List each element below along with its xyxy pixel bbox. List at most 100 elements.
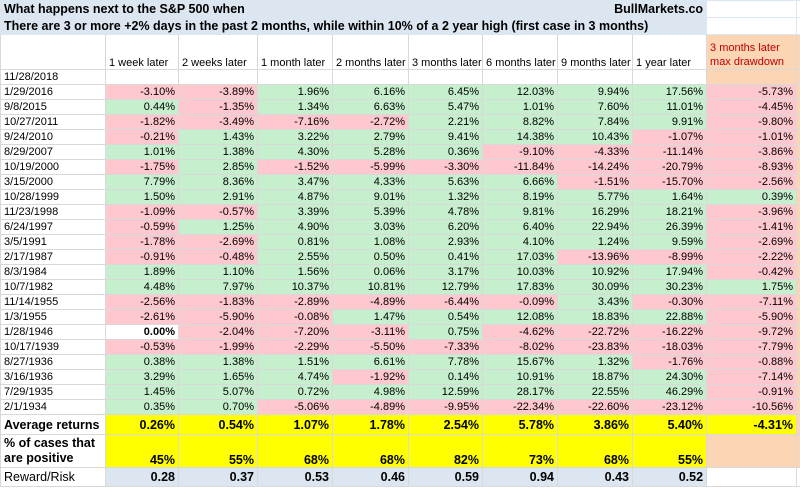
data-row: 2/1/1934 0.35% 0.70% -5.06% -4.89% -9.95% -22.… — [0, 399, 800, 415]
value-cell: 9.94% — [557, 84, 634, 100]
value-cell: 11.01% — [632, 99, 708, 115]
value-cell: 6.16% — [332, 84, 409, 100]
value-cell: 1.32% — [557, 354, 634, 370]
cell — [796, 114, 800, 130]
value-cell: -9.72% — [706, 324, 798, 340]
value-cell: 4.30% — [257, 144, 333, 160]
date: 6/24/1997 — [0, 219, 106, 235]
value-cell: -1.35% — [178, 99, 258, 115]
cell — [796, 384, 800, 400]
value-cell: 17.94% — [632, 264, 708, 280]
value-cell: 30.23% — [632, 279, 708, 295]
value-cell: 18.21% — [632, 204, 708, 220]
value-cell: 12.03% — [482, 84, 559, 100]
value-cell: 0.36% — [407, 144, 484, 160]
value-cell: -5.99% — [332, 159, 409, 175]
value-cell: 0.50% — [332, 249, 409, 265]
cell — [557, 69, 634, 85]
cell — [482, 69, 559, 85]
data-row: 3/15/2000 7.79% 8.36% 3.47% 4.33% 5.63% 6.66% -… — [0, 174, 800, 190]
value-cell: -3.11% — [332, 324, 409, 340]
value-cell: 3.47% — [257, 174, 333, 190]
value-cell: -7.14% — [706, 369, 798, 385]
date: 10/19/2000 — [0, 159, 106, 175]
date: 7/29/1935 — [0, 384, 106, 400]
value-cell: 10.03% — [482, 264, 559, 280]
cell — [0, 34, 106, 70]
data-row: 1/3/1955 -2.61% -5.90% -0.08% 1.47% 0.54% 12.0… — [0, 309, 800, 325]
value-cell: 1.10% — [178, 264, 258, 280]
cell — [407, 69, 484, 85]
value-cell: 0.06% — [332, 264, 409, 280]
value-cell: -13.96% — [557, 249, 634, 265]
value-cell: 5.39% — [332, 204, 409, 220]
value-cell: -5.06% — [257, 399, 333, 415]
value-cell: -20.79% — [632, 159, 708, 175]
reward-risk-row: Reward/Risk 0.28 0.37 0.53 0.46 0.59 0.94 0.43 0… — [0, 467, 800, 487]
value-cell: -2.69% — [706, 234, 798, 250]
value-cell: 5.63% — [407, 174, 484, 190]
value-cell: 0.39% — [706, 189, 798, 205]
value-cell: 1.65% — [178, 369, 258, 385]
cell — [706, 467, 798, 487]
value-cell: 1.43% — [178, 129, 258, 145]
value-cell: -2.89% — [257, 294, 333, 310]
value-cell: 1.89% — [105, 264, 179, 280]
value-cell: -7.16% — [257, 114, 333, 130]
column-header: 6 months later — [482, 34, 559, 70]
value-cell: -5.90% — [178, 309, 258, 325]
value-cell: 46.29% — [632, 384, 708, 400]
value-cell: -23.83% — [557, 339, 634, 355]
value-cell: 8.82% — [482, 114, 559, 130]
value-cell: -0.59% — [105, 219, 179, 235]
value-cell: -5.73% — [706, 84, 798, 100]
value-cell: 0.41% — [407, 249, 484, 265]
date: 10/28/1999 — [0, 189, 106, 205]
cell — [796, 69, 800, 85]
data-row: 9/24/2010 -0.21% 1.43% 3.22% 2.79% 9.41% 14.38… — [0, 129, 800, 145]
data-row: 2/17/1987 -0.91% -0.48% 2.55% 0.50% 0.41% 17.0… — [0, 249, 800, 265]
value-cell: 3.17% — [407, 264, 484, 280]
date: 1/3/1955 — [0, 309, 106, 325]
cell — [105, 69, 179, 85]
value-cell: 55% — [632, 434, 708, 468]
value-cell: -3.30% — [407, 159, 484, 175]
date: 2/17/1987 — [0, 249, 106, 265]
column-header: 3 months later — [407, 34, 484, 70]
value-cell: 6.40% — [482, 219, 559, 235]
data-row: 3/16/1936 3.29% 1.65% 4.74% -1.92% 0.14% 10.91… — [0, 369, 800, 385]
data-row: 10/17/1939 -0.53% -1.99% -2.29% -5.50% -7.33%… — [0, 339, 800, 355]
value-cell: 4.48% — [105, 279, 179, 295]
value-cell: 2.93% — [407, 234, 484, 250]
value-cell: 12.79% — [407, 279, 484, 295]
column-header: 1 month later — [257, 34, 333, 70]
value-cell: 68% — [257, 434, 333, 468]
value-cell: 1.45% — [105, 384, 179, 400]
value-cell: -4.62% — [482, 324, 559, 340]
value-cell: 0.35% — [105, 399, 179, 415]
value-cell: 73% — [482, 434, 559, 468]
column-header: 1 week later — [105, 34, 179, 70]
cell — [796, 339, 800, 355]
date: 8/29/2007 — [0, 144, 106, 160]
data-row: 11/23/1998 -1.09% -0.57% 3.39% 5.39% 4.78% 9.8… — [0, 204, 800, 220]
value-cell: 2.55% — [257, 249, 333, 265]
cell — [796, 399, 800, 415]
value-cell: 6.61% — [332, 354, 409, 370]
row-label: % of cases that are positive — [0, 434, 106, 468]
date: 9/24/2010 — [0, 129, 106, 145]
cell — [796, 249, 800, 265]
column-header: 2 months later — [332, 34, 409, 70]
value-cell: -0.88% — [706, 354, 798, 370]
cell — [796, 234, 800, 250]
value-cell: -2.56% — [105, 294, 179, 310]
source: BullMarkets.co — [482, 0, 708, 18]
cell — [706, 69, 798, 85]
value-cell: -4.45% — [706, 99, 798, 115]
value-cell: 68% — [557, 434, 634, 468]
value-cell: 30.09% — [557, 279, 634, 295]
value-cell: -1.76% — [632, 354, 708, 370]
data-row: 8/29/2007 1.01% 1.38% 4.30% 5.28% 0.36% -9.10%… — [0, 144, 800, 160]
cell — [706, 0, 798, 18]
date: 3/16/1936 — [0, 369, 106, 385]
